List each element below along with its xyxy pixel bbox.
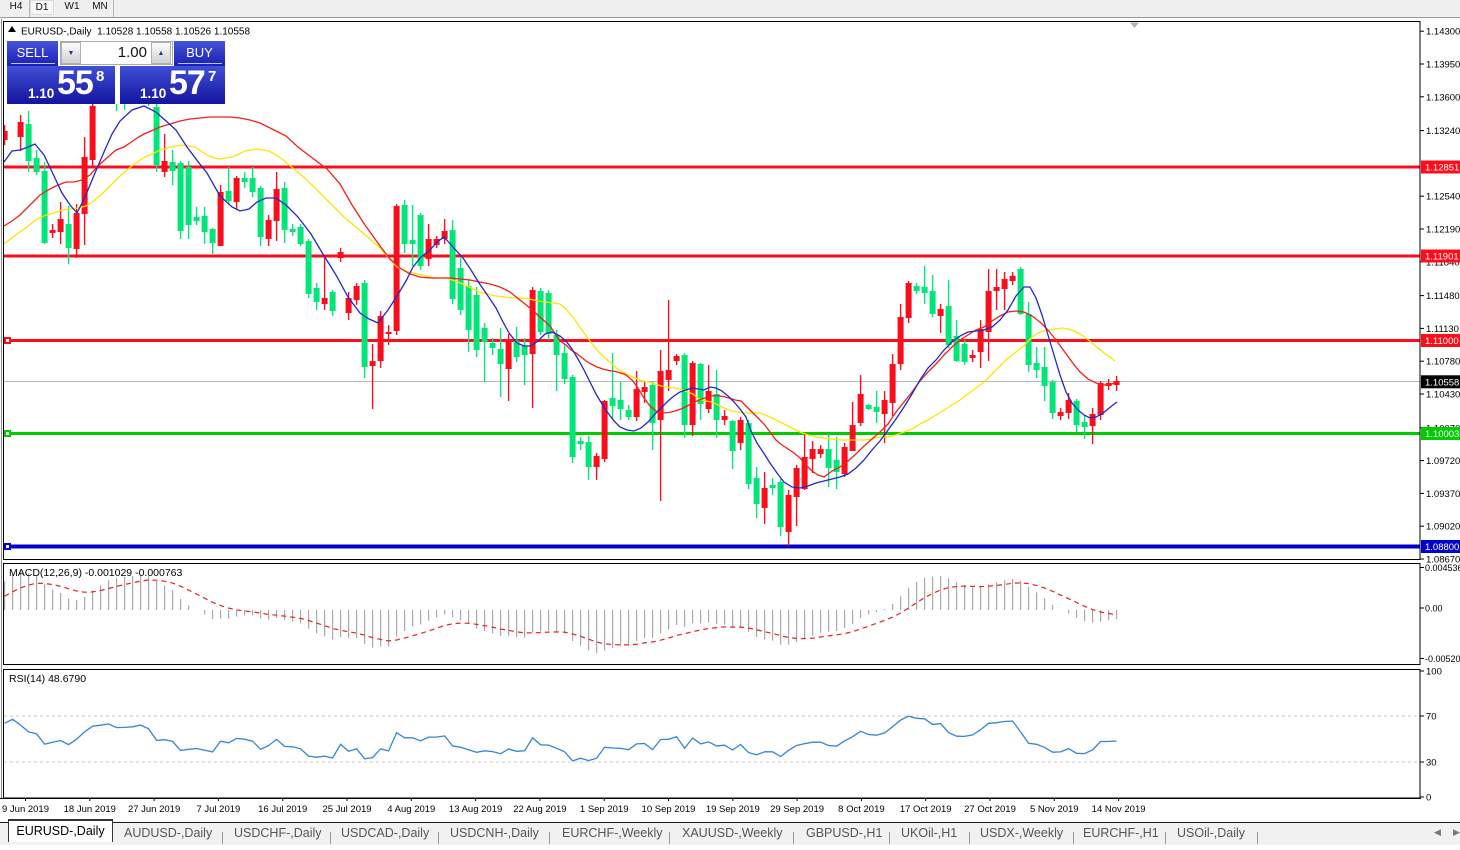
- svg-text:EURUSD-,Daily 1.10528 1.10558: EURUSD-,Daily 1.10528 1.10558 1.10526 1.…: [21, 27, 250, 38]
- svg-text:4 Aug 2019: 4 Aug 2019: [387, 804, 435, 815]
- svg-text:0: 0: [1426, 793, 1431, 804]
- svg-text:8 Oct 2019: 8 Oct 2019: [838, 804, 884, 815]
- svg-text:27 Oct 2019: 27 Oct 2019: [964, 804, 1016, 815]
- svg-text:70: 70: [1426, 712, 1437, 723]
- svg-text:1.12190: 1.12190: [1426, 225, 1460, 236]
- svg-text:1.12540: 1.12540: [1426, 192, 1460, 203]
- svg-text:9 Jun 2019: 9 Jun 2019: [2, 804, 49, 815]
- svg-text:27 Jun 2019: 27 Jun 2019: [128, 804, 180, 815]
- svg-text:14 Nov 2019: 14 Nov 2019: [1092, 804, 1146, 815]
- svg-text:1.13600: 1.13600: [1426, 92, 1460, 103]
- svg-text:1.14300: 1.14300: [1426, 27, 1460, 38]
- svg-text:0.00: 0.00: [1425, 604, 1443, 614]
- svg-text:1 Sep 2019: 1 Sep 2019: [580, 804, 629, 815]
- svg-text:1.13950: 1.13950: [1426, 60, 1460, 71]
- svg-text:7 Jul 2019: 7 Jul 2019: [196, 804, 240, 815]
- svg-text:25 Jul 2019: 25 Jul 2019: [322, 804, 371, 815]
- svg-text:-0.005203: -0.005203: [1425, 654, 1460, 664]
- svg-text:1.08670: 1.08670: [1426, 555, 1460, 566]
- svg-text:13 Aug 2019: 13 Aug 2019: [449, 804, 502, 815]
- svg-text:1.10558: 1.10558: [1425, 377, 1459, 388]
- svg-text:1.11000: 1.11000: [1425, 336, 1459, 347]
- svg-text:16 Jul 2019: 16 Jul 2019: [258, 804, 307, 815]
- svg-text:18 Jun 2019: 18 Jun 2019: [64, 804, 116, 815]
- svg-text:10 Sep 2019: 10 Sep 2019: [642, 804, 696, 815]
- svg-text:1.10430: 1.10430: [1426, 390, 1460, 401]
- svg-text:1.11480: 1.11480: [1426, 291, 1460, 302]
- svg-text:1.09370: 1.09370: [1426, 489, 1460, 500]
- svg-text:1.11130: 1.11130: [1426, 324, 1459, 335]
- svg-text:30: 30: [1426, 758, 1437, 769]
- svg-text:1.09720: 1.09720: [1426, 456, 1460, 467]
- svg-text:1.11901: 1.11901: [1425, 252, 1459, 263]
- svg-text:100: 100: [1426, 667, 1442, 678]
- svg-text:1.08800: 1.08800: [1425, 542, 1459, 553]
- svg-text:1.09020: 1.09020: [1426, 522, 1460, 533]
- svg-text:0.004536: 0.004536: [1425, 563, 1460, 573]
- svg-text:1.10780: 1.10780: [1426, 357, 1460, 368]
- svg-text:MACD(12,26,9) -0.001029 -0.000: MACD(12,26,9) -0.001029 -0.000763: [9, 567, 183, 579]
- svg-text:1.12851: 1.12851: [1425, 163, 1459, 174]
- svg-text:1.10003: 1.10003: [1425, 429, 1459, 440]
- svg-text:29 Sep 2019: 29 Sep 2019: [770, 804, 824, 815]
- svg-text:5 Nov 2019: 5 Nov 2019: [1030, 804, 1079, 815]
- svg-text:19 Sep 2019: 19 Sep 2019: [706, 804, 760, 815]
- svg-text:1.13240: 1.13240: [1426, 126, 1460, 137]
- svg-text:RSI(14) 48.6790: RSI(14) 48.6790: [9, 673, 86, 685]
- svg-text:22 Aug 2019: 22 Aug 2019: [513, 804, 566, 815]
- svg-text:17 Oct 2019: 17 Oct 2019: [900, 804, 952, 815]
- svg-text:1.11840: 1.11840: [1426, 257, 1460, 268]
